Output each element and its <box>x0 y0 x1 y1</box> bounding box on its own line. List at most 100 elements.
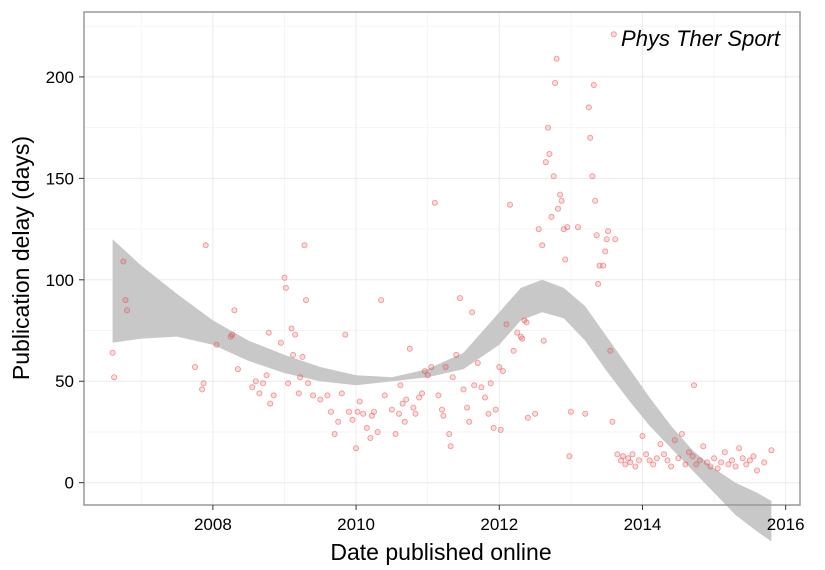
data-point <box>732 463 739 470</box>
data-point <box>109 349 116 356</box>
data-point <box>700 443 707 450</box>
data-point <box>424 372 431 379</box>
data-point <box>711 455 718 462</box>
data-point <box>324 392 331 399</box>
data-point <box>412 410 419 417</box>
data-point <box>593 232 600 239</box>
data-point <box>356 398 363 405</box>
x-axis-title: Date published online <box>330 539 551 565</box>
data-point <box>418 390 425 397</box>
data-point <box>552 80 559 87</box>
data-point <box>270 392 277 399</box>
data-point <box>374 428 381 435</box>
data-point <box>288 325 295 332</box>
data-point <box>438 406 445 413</box>
data-point <box>592 197 599 204</box>
data-point <box>406 345 413 352</box>
data-point <box>354 408 361 415</box>
data-point <box>401 418 408 425</box>
data-point <box>399 400 406 407</box>
data-point <box>111 374 118 381</box>
data-point <box>750 453 757 460</box>
data-point <box>267 400 274 407</box>
data-point <box>370 408 377 415</box>
data-point <box>510 347 517 354</box>
data-point <box>693 461 700 468</box>
data-point <box>595 280 602 287</box>
data-point <box>686 449 693 456</box>
x-axis-ticks: 2008 2010 2012 2014 2016 <box>194 505 805 534</box>
grid-major <box>84 12 800 505</box>
data-point <box>199 386 206 393</box>
data-point <box>519 335 526 342</box>
data-point <box>497 426 504 433</box>
data-point <box>388 406 395 413</box>
data-point <box>256 390 263 397</box>
data-point <box>481 394 488 401</box>
data-point <box>249 384 256 391</box>
data-point <box>231 307 238 314</box>
data-point <box>600 262 607 269</box>
data-point <box>277 339 284 346</box>
data-point <box>523 319 530 326</box>
data-point <box>535 226 542 233</box>
data-point <box>555 205 562 212</box>
data-point <box>643 451 650 458</box>
data-point <box>456 295 463 302</box>
data-point <box>582 410 589 417</box>
data-point <box>539 242 546 249</box>
data-point <box>610 31 617 38</box>
data-point <box>299 353 306 360</box>
data-point <box>342 331 349 338</box>
data-point <box>678 430 685 437</box>
data-point <box>768 447 775 454</box>
data-point <box>200 380 207 387</box>
data-point <box>335 418 342 425</box>
data-point <box>471 382 478 389</box>
data-point <box>646 457 653 464</box>
data-point <box>213 341 220 348</box>
data-point <box>290 351 297 358</box>
y-axis-title: Publication delay (days) <box>8 136 34 380</box>
data-point <box>485 410 492 417</box>
data-point <box>532 410 539 417</box>
data-point <box>575 224 582 231</box>
data-point <box>657 441 664 448</box>
data-point <box>736 445 743 452</box>
data-point <box>629 451 636 458</box>
data-point <box>490 424 497 431</box>
data-point <box>668 463 675 470</box>
data-point <box>317 396 324 403</box>
data-point <box>524 414 531 421</box>
data-point <box>345 408 352 415</box>
data-point <box>496 363 503 370</box>
data-point <box>689 453 696 460</box>
data-point <box>725 461 732 468</box>
data-point <box>609 418 616 425</box>
data-point <box>639 432 646 439</box>
x-tick-label: 2010 <box>337 515 375 534</box>
data-point <box>381 392 388 399</box>
data-point <box>635 457 642 464</box>
data-point <box>259 380 266 387</box>
data-point <box>603 236 610 243</box>
data-point <box>550 173 557 180</box>
data-point <box>627 459 634 466</box>
data-point <box>453 351 460 358</box>
data-point <box>331 430 338 437</box>
data-point <box>460 386 467 393</box>
data-point <box>487 380 494 387</box>
data-point <box>310 392 317 399</box>
data-point <box>743 461 750 468</box>
data-point <box>614 451 621 458</box>
data-point <box>707 463 714 470</box>
data-point <box>428 363 435 370</box>
data-point <box>564 224 571 231</box>
data-point <box>675 455 682 462</box>
data-point <box>202 242 209 249</box>
plot-panel <box>83 11 801 542</box>
data-point <box>395 410 402 417</box>
y-tick-label: 150 <box>46 169 74 188</box>
data-point <box>447 443 454 450</box>
data-point <box>653 455 660 462</box>
